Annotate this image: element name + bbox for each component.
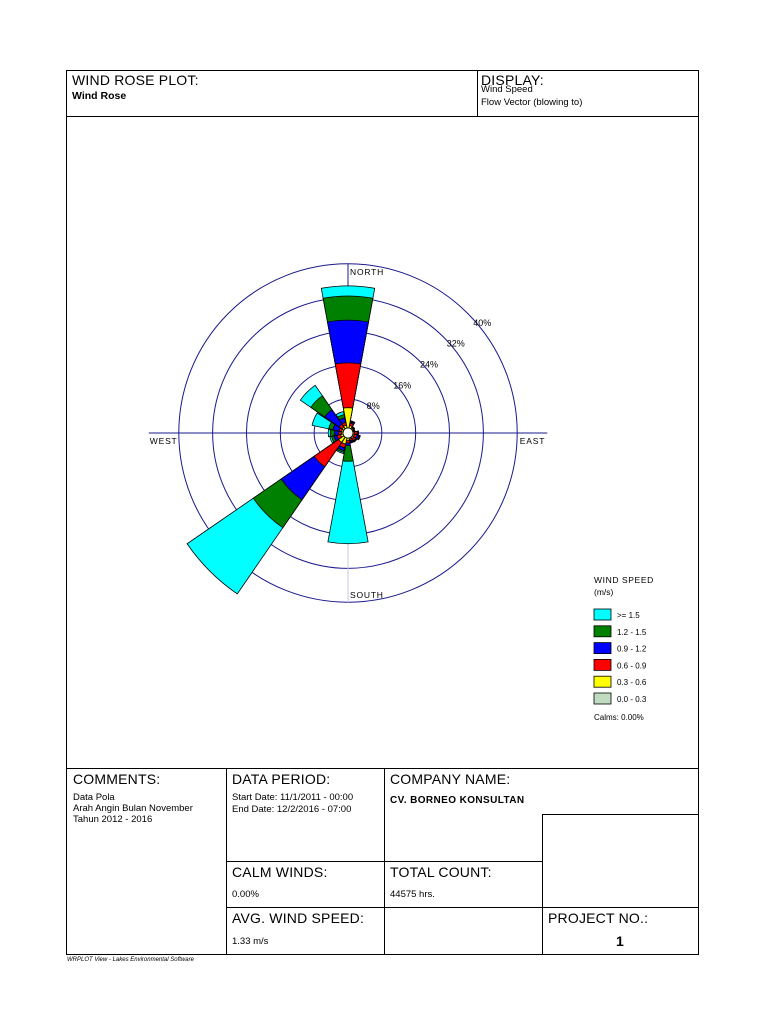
report-frame xyxy=(66,70,699,955)
ring-label-16: 16% xyxy=(393,380,411,390)
plot-name: Wind Rose xyxy=(72,90,127,102)
legend-label-2: 0.6 - 0.9 xyxy=(617,661,647,670)
comments-line3: Tahun 2012 - 2016 xyxy=(73,814,153,825)
legend-title: WIND SPEED xyxy=(594,575,654,585)
comments-line1: Data Pola xyxy=(73,792,115,803)
compass-north: NORTH xyxy=(350,267,384,277)
legend-swatch-2 xyxy=(593,659,612,671)
period-split xyxy=(384,768,385,955)
project-value: 1 xyxy=(616,933,624,949)
legend-label-4: 1.2 - 1.5 xyxy=(617,628,647,637)
legend-label-0: 0.0 - 0.3 xyxy=(617,695,647,704)
display-caption: DISPLAY: xyxy=(481,72,544,88)
compass-west: WEST xyxy=(150,436,178,446)
petal-s-bin-5 xyxy=(327,432,369,545)
calm-circle xyxy=(342,427,354,439)
plot-caption: WIND ROSE PLOT: xyxy=(72,72,199,88)
start-date: Start Date: 11/1/2011 - 00:00 xyxy=(232,792,354,803)
header-divider xyxy=(66,116,699,117)
header-split xyxy=(477,70,478,117)
compass-east: EAST xyxy=(520,436,545,446)
software-footer: WRPLOT View - Lakes Environmental Softwa… xyxy=(67,957,194,963)
avg-divider xyxy=(226,907,699,908)
petal-sw-bin-2 xyxy=(313,432,349,468)
comments-split xyxy=(226,768,227,955)
legend-swatch-3 xyxy=(593,642,612,654)
comments-caption: COMMENTS: xyxy=(73,771,161,787)
ring-label-40: 40% xyxy=(473,318,491,328)
legend-swatch-4 xyxy=(593,625,612,638)
company-divider xyxy=(542,814,699,815)
petal-n-bin-2 xyxy=(334,362,362,434)
ring-label-8: 8% xyxy=(367,401,380,411)
legend-calms: Calms: 0.00% xyxy=(594,713,644,722)
company-split xyxy=(542,814,543,955)
wind-rose-chart: 8% 16% 24% 32% 40% NORTH SOUTH EAST WEST WIND SP… xyxy=(148,263,654,722)
total-count-caption: TOTAL COUNT: xyxy=(390,864,492,880)
display-line1: Wind Speed xyxy=(481,84,533,95)
project-caption: PROJECT NO.: xyxy=(548,910,649,926)
ring-label-24: 24% xyxy=(420,360,438,370)
legend-unit: (m/s) xyxy=(594,587,614,597)
total-count-value: 44575 hrs. xyxy=(390,889,435,900)
ring-label-32: 32% xyxy=(447,339,465,349)
petal-n-bin-1 xyxy=(342,407,354,434)
end-date: End Date: 12/2/2016 - 07:00 xyxy=(232,804,352,815)
comments-line2: Arah Angin Bulan November xyxy=(73,803,193,814)
data-period-caption: DATA PERIOD: xyxy=(232,771,331,787)
display-line2: Flow Vector (blowing to) xyxy=(481,97,583,108)
avg-speed-caption: AVG. WIND SPEED: xyxy=(232,910,365,926)
company-caption: COMPANY NAME: xyxy=(390,771,511,787)
legend-swatch-1 xyxy=(593,675,612,688)
calm-winds-caption: CALM WINDS: xyxy=(232,864,328,880)
petal-s-bin-4 xyxy=(342,432,354,462)
plot-bottom-divider xyxy=(66,768,699,769)
legend-swatch-5 xyxy=(593,608,612,621)
company-name: CV. BORNEO KONSULTAN xyxy=(390,795,525,806)
calm-winds-value: 0.00% xyxy=(232,889,259,900)
legend-label-1: 0.3 - 0.6 xyxy=(617,678,647,687)
compass-south: SOUTH xyxy=(350,590,384,600)
avg-speed-value: 1.33 m/s xyxy=(232,936,269,947)
legend-label-3: 0.9 - 1.2 xyxy=(617,645,647,654)
legend-label-5: >= 1.5 xyxy=(617,611,640,620)
legend-swatch-0 xyxy=(593,692,612,705)
